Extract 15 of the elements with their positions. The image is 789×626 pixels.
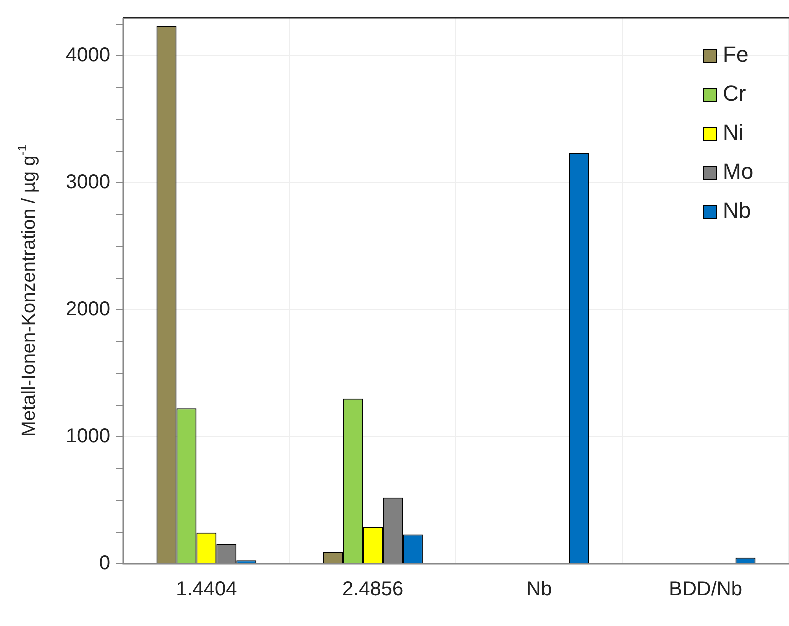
y-axis-title: Metall-Ionen-Konzentration / µg g-1	[15, 144, 40, 437]
legend-label: Ni	[723, 120, 744, 146]
x-tick-label: BDD/Nb	[669, 578, 742, 601]
y-tick-label: 0	[99, 552, 110, 575]
legend-label: Cr	[723, 81, 746, 106]
x-tick-label: 2.4856	[342, 578, 404, 601]
legend-label: Mo	[723, 159, 754, 184]
x-tick-label: Nb	[526, 578, 552, 601]
y-tick-label: 3000	[66, 172, 110, 194]
legend-label: Nb	[723, 198, 752, 224]
x-tick-label: 1.4404	[176, 578, 238, 601]
legend-label: Fe	[723, 42, 749, 68]
y-tick-label: 2000	[66, 298, 110, 321]
y-tick-label: 1000	[66, 426, 110, 448]
y-tick-label: 4000	[66, 44, 110, 67]
